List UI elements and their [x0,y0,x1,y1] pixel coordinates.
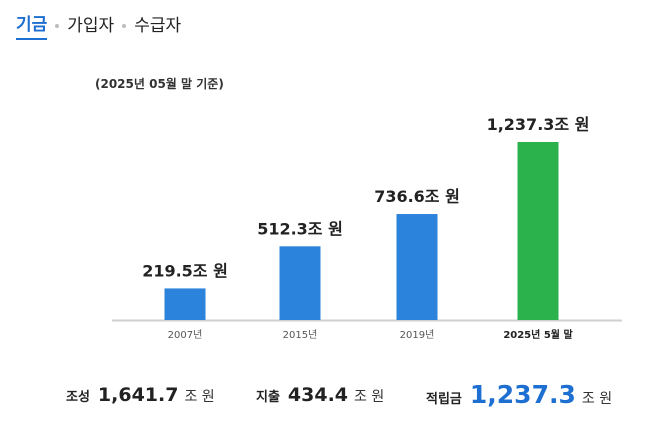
fund-bar-chart: 219.5조 원 2007년 512.3조 원 2015년 736.6조 원 2019년 1… [112,115,622,341]
fund-summary: 조성 1,641.7 조 원 지출 434.4 조 원 적립금 1,237.3 … [0,380,672,420]
x-tick-label: 2007년 [168,329,203,341]
chart-bar [164,288,206,320]
summary-expenditure: 지출 434.4 조 원 [256,384,384,406]
expenditure-label: 지출 [256,390,280,405]
expenditure-unit: 조 원 [354,389,385,405]
x-tick-label: 2025년 5월 말 [503,328,573,341]
reserve-label: 적립금 [426,392,462,407]
expenditure-value: 434.4 [287,384,349,406]
bar-value-label: 219.5조 원 [142,261,228,280]
tab-subscribers[interactable]: 가입자 [67,16,115,36]
tab-separator-dot [55,24,60,28]
formation-label: 조성 [66,390,90,405]
chart-bar [396,214,438,320]
chart-bar [279,246,321,320]
bar-value-label: 1,237.3조 원 [487,115,590,134]
x-tick-label: 2015년 [283,329,318,341]
summary-formation: 조성 1,641.7 조 원 [66,384,215,406]
tab-separator-dot [122,24,127,28]
basis-date-note: (2025년 05월 말 기준) [95,77,224,91]
reserve-unit: 조 원 [581,391,613,407]
fund-tabs: 기금 가입자 수급자 [16,12,181,40]
formation-value: 1,641.7 [97,384,179,406]
bar-value-label: 736.6조 원 [374,187,460,206]
x-tick-label: 2019년 [400,329,435,341]
tab-beneficiaries[interactable]: 수급자 [134,16,182,36]
formation-unit: 조 원 [184,389,215,405]
reserve-value: 1,237.3 [469,380,576,409]
tab-fund[interactable]: 기금 [16,13,48,40]
summary-reserve: 적립금 1,237.3 조 원 [426,380,612,409]
chart-bar [517,142,559,320]
bar-value-label: 512.3조 원 [257,219,343,238]
